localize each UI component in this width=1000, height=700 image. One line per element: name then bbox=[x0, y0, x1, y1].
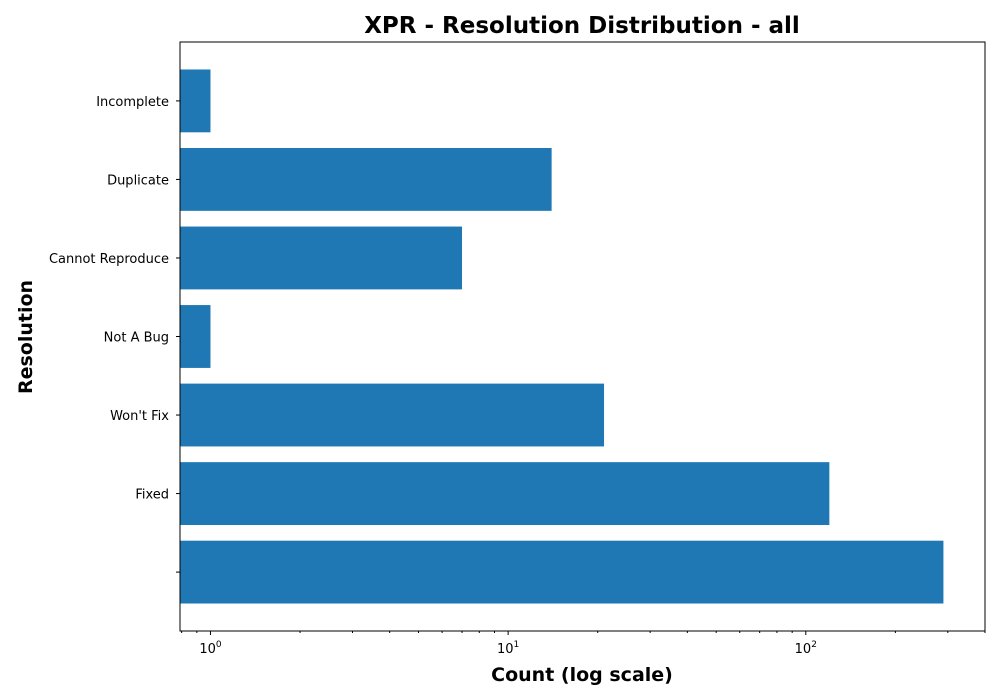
x-tick-label: 102 bbox=[795, 640, 817, 657]
y-tick-label: Incomplete bbox=[96, 95, 169, 110]
x-tick-label: 101 bbox=[497, 640, 519, 657]
y-tick-label: Cannot Reproduce bbox=[49, 252, 169, 267]
bar bbox=[180, 69, 211, 133]
ticks-layer: Fixed Won't Fix Not A Bug Cannot Reproduce D… bbox=[49, 95, 986, 657]
bar bbox=[180, 148, 552, 211]
y-tick-label: Duplicate bbox=[107, 173, 169, 188]
bar bbox=[180, 383, 605, 447]
y-tick-label: Won't Fix bbox=[110, 409, 169, 424]
x-tick-label: 100 bbox=[199, 640, 222, 657]
bar bbox=[180, 462, 830, 525]
y-tick-label: Not A Bug bbox=[104, 331, 169, 346]
plot-frame bbox=[179, 41, 986, 632]
bars-layer bbox=[180, 69, 944, 604]
y-tick-label: Fixed bbox=[135, 488, 169, 503]
y-axis-label: Resolution bbox=[15, 280, 37, 394]
bar bbox=[180, 226, 463, 290]
bar bbox=[180, 540, 944, 604]
bar bbox=[180, 305, 211, 368]
chart-title: XPR - Resolution Distribution - all bbox=[364, 13, 800, 39]
x-axis-label: Count (log scale) bbox=[491, 664, 673, 686]
